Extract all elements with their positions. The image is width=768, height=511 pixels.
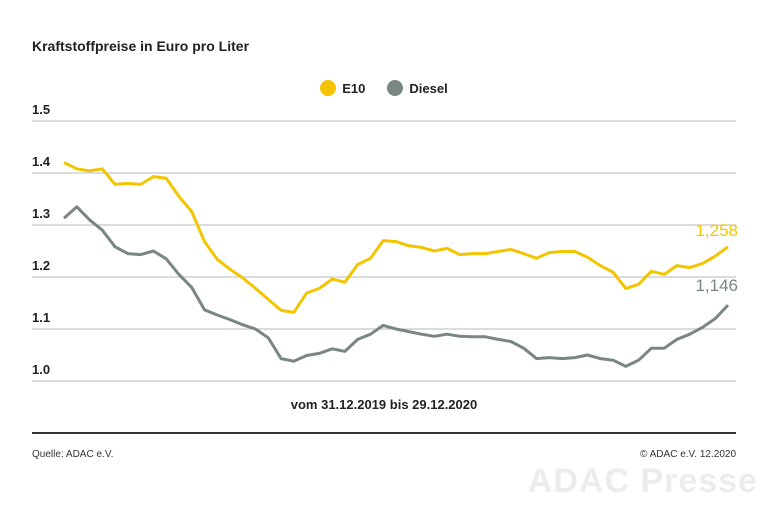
chart-title: Kraftstoffpreise in Euro pro Liter (32, 38, 250, 54)
legend-swatch-diesel (387, 80, 404, 96)
legend-item-e10: E10 (320, 80, 365, 96)
series-line-e10 (63, 161, 729, 314)
y-tick-label: 1.4 (32, 154, 51, 169)
legend-label-diesel: Diesel (409, 80, 448, 96)
date-range: vom 31.12.2019 bis 29.12.2020 (290, 397, 478, 412)
y-tick-label: 1.0 (32, 362, 50, 377)
copyright-note: © ADAC e.V. 12.2020 (640, 449, 736, 460)
legend-label-e10: E10 (342, 80, 366, 96)
end-value-label: 1,258 (695, 221, 738, 240)
divider (32, 432, 736, 434)
legend-item-diesel: Diesel (387, 80, 448, 96)
source-note: Quelle: ADAC e.V. (32, 449, 114, 460)
legend-swatch-e10 (320, 80, 337, 96)
watermark: ADAC Presse (527, 462, 758, 500)
y-tick-label: 1.1 (32, 310, 50, 325)
legend: E10 Diesel (0, 80, 768, 96)
y-tick-label: 1.2 (32, 258, 50, 273)
y-tick-label: 1.5 (32, 102, 50, 117)
end-value-label: 1,146 (695, 276, 738, 295)
y-tick-label: 1.3 (32, 206, 50, 221)
